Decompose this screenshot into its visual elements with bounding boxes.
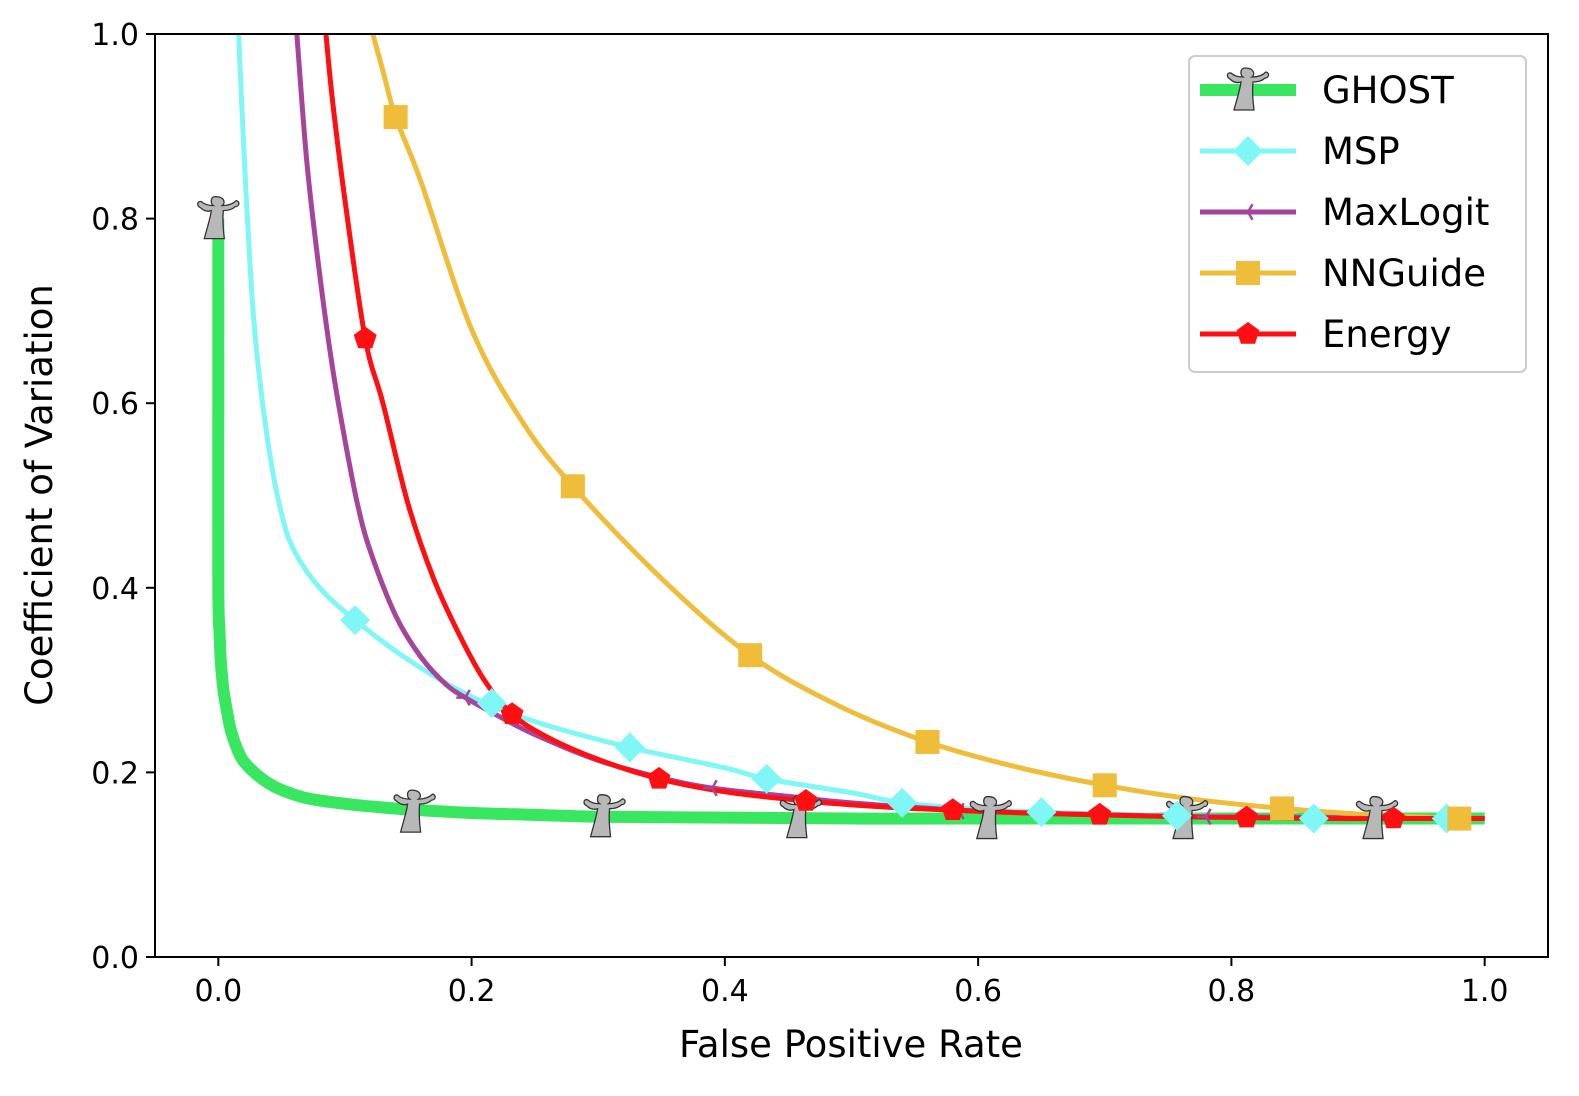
- plot-frame: [154, 33, 1549, 958]
- y-tick-label: 1.0: [91, 18, 139, 53]
- diamond-marker: [1298, 803, 1329, 834]
- legend: GHOST MSP MaxLogit NNGuide Energy: [1188, 55, 1527, 373]
- y-tick-label: 0.0: [91, 941, 139, 976]
- legend-label: NNGuide: [1322, 252, 1486, 295]
- diamond-marker: [1233, 136, 1263, 166]
- legend-item-energy: Energy: [1200, 313, 1452, 356]
- ghost-icon: [393, 789, 436, 833]
- y-tick-label: 0.6: [91, 387, 139, 422]
- tri-left-marker: [1239, 203, 1254, 221]
- pentagon-marker: [794, 789, 818, 811]
- legend-frame: [1188, 55, 1527, 373]
- pentagon-marker: [1088, 802, 1112, 825]
- x-axis-label: False Positive Rate: [679, 1023, 1023, 1066]
- pentagon-marker: [647, 766, 671, 789]
- legend-item-nnguide: NNGuide: [1200, 252, 1486, 295]
- legend-label: MaxLogit: [1322, 191, 1489, 234]
- legend-label: GHOST: [1322, 69, 1454, 112]
- square-marker: [1236, 261, 1260, 285]
- series-line-ghost: [212, 218, 1485, 825]
- x-axis-ticks: 0.0 0.2 0.4 0.6 0.8 1.0: [194, 957, 1509, 1009]
- y-tick-label: 0.4: [91, 572, 139, 607]
- y-tick-label: 0.2: [91, 756, 139, 791]
- square-marker: [1092, 773, 1117, 798]
- x-tick-label: 0.4: [701, 974, 749, 1009]
- ghost-icon: [1355, 795, 1399, 840]
- diamond-marker: [614, 732, 645, 763]
- x-tick-label: 1.0: [1461, 974, 1509, 1009]
- ghost-icon: [1226, 67, 1270, 111]
- legend-label: MSP: [1322, 130, 1400, 173]
- square-marker: [915, 729, 940, 754]
- square-marker: [383, 105, 408, 130]
- pentagon-marker: [941, 798, 965, 820]
- series-markers-energy: [353, 326, 1405, 829]
- ghost-icon: [197, 195, 240, 240]
- x-tick-label: 0.0: [194, 974, 242, 1009]
- pentagon-marker: [1382, 806, 1405, 829]
- ghost-icon: [583, 794, 626, 838]
- pentagon-marker: [1236, 322, 1260, 344]
- diamond-marker: [476, 688, 507, 719]
- legend-item-msp: MSP: [1200, 130, 1400, 173]
- pentagon-marker: [500, 702, 524, 724]
- tri-left-marker: [1197, 808, 1212, 826]
- legend-item-maxlogit: MaxLogit: [1200, 191, 1489, 234]
- x-tick-label: 0.2: [448, 974, 496, 1009]
- x-tick-label: 0.6: [954, 974, 1002, 1009]
- series-markers-msp: [340, 605, 1462, 834]
- x-tick-label: 0.8: [1208, 974, 1256, 1009]
- square-marker: [1447, 806, 1472, 831]
- diamond-marker: [1026, 797, 1057, 828]
- diamond-marker: [751, 763, 782, 794]
- tri-left-marker: [456, 689, 471, 707]
- square-marker: [738, 643, 763, 668]
- pentagon-marker: [1235, 805, 1259, 828]
- diamond-marker: [340, 605, 371, 636]
- tri-left-marker: [703, 779, 718, 797]
- series-markers-nnguide: [383, 105, 1472, 831]
- square-marker: [560, 474, 585, 499]
- square-marker: [1270, 796, 1295, 821]
- pentagon-marker: [353, 326, 377, 349]
- legend-item-ghost: GHOST: [1200, 67, 1454, 112]
- y-axis-label: Coefficient of Variation: [18, 284, 61, 706]
- ghost-icon: [969, 795, 1012, 840]
- diamond-marker: [887, 787, 918, 818]
- series-markers: [197, 105, 1472, 840]
- y-tick-label: 0.8: [91, 203, 139, 238]
- y-axis-ticks: 0.0 0.2 0.4 0.6 0.8 1.0: [91, 18, 155, 976]
- legend-label: Energy: [1322, 313, 1452, 356]
- diamond-marker: [1161, 800, 1192, 831]
